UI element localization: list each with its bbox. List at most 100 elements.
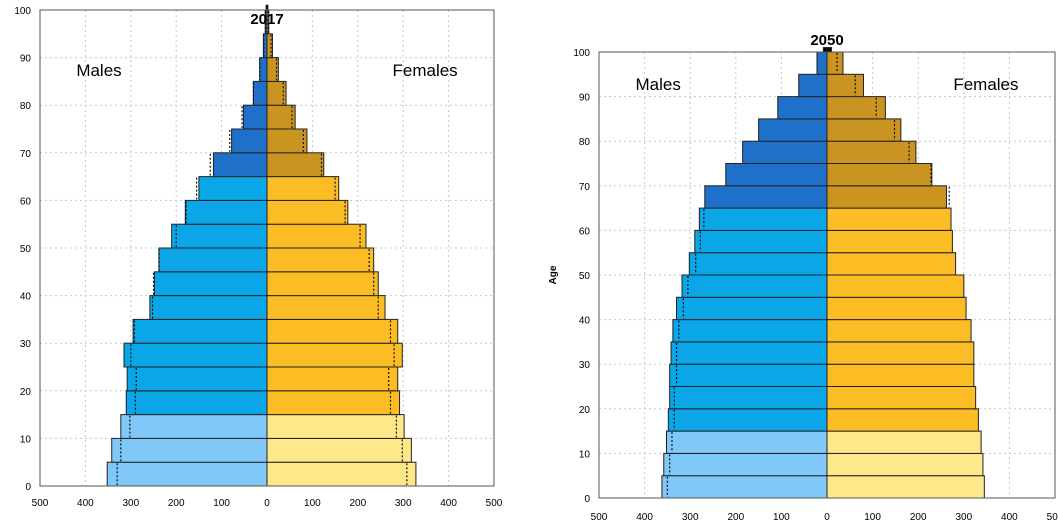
bar-female-age-0 xyxy=(267,462,416,486)
bar-male-age-55 xyxy=(185,200,267,224)
bar-male-age-40 xyxy=(677,297,827,319)
bar-female-age-25 xyxy=(267,343,402,367)
bar-male-age-85 xyxy=(260,58,267,82)
bar-male-age-25 xyxy=(124,343,267,367)
bar-male-age-70 xyxy=(232,129,267,153)
bar-female-age-25 xyxy=(827,364,974,386)
bar-female-age-5 xyxy=(827,453,983,475)
bar-female-age-35 xyxy=(267,296,385,320)
y-tick-label: 80 xyxy=(20,101,32,112)
x-tick-label: 500 xyxy=(32,498,49,509)
y-tick-label: 10 xyxy=(579,449,591,460)
bar-female-age-55 xyxy=(267,200,348,224)
bar-female-age-30 xyxy=(267,319,398,343)
bar-male-age-0 xyxy=(662,476,827,498)
y-tick-label: 30 xyxy=(579,360,591,371)
bar-female-age-35 xyxy=(827,320,971,342)
chart-title: 2017 xyxy=(250,11,283,28)
bar-female-age-10 xyxy=(827,431,981,453)
x-tick-label: 400 xyxy=(1001,512,1018,523)
bar-female-age-0 xyxy=(827,476,984,498)
y-tick-label: 100 xyxy=(14,6,31,17)
x-tick-label: 400 xyxy=(636,512,653,523)
x-tick-label: 300 xyxy=(955,512,972,523)
bar-male-age-35 xyxy=(150,296,267,320)
x-tick-label: 200 xyxy=(727,512,744,523)
x-tick-label: 300 xyxy=(122,498,139,509)
bar-female-age-60 xyxy=(827,208,951,230)
bar-male-age-60 xyxy=(699,208,827,230)
pyramid-chart-2017: 500 400 300 200 100 0 100 200 300 400 500010203040… xyxy=(0,0,530,525)
y-tick-label: 40 xyxy=(20,292,32,303)
y-tick-label: 0 xyxy=(584,494,590,505)
y-tick-label: 80 xyxy=(579,137,591,148)
bar-female-age-5 xyxy=(267,438,411,462)
bar-female-age-55 xyxy=(827,230,952,252)
bar-male-age-5 xyxy=(112,438,267,462)
bar-male-age-30 xyxy=(133,319,267,343)
x-tick-label: 100 xyxy=(773,512,790,523)
bar-male-age-0 xyxy=(107,462,267,486)
bar-female-age-40 xyxy=(267,272,378,296)
x-tick-label: 300 xyxy=(682,512,699,523)
bar-female-age-75 xyxy=(827,141,916,163)
y-tick-label: 20 xyxy=(20,387,32,398)
bar-female-age-40 xyxy=(827,297,966,319)
bar-female-age-65 xyxy=(827,186,946,208)
y-axis-title: Age xyxy=(548,265,559,284)
bar-male-age-10 xyxy=(121,415,267,439)
females-label: Females xyxy=(953,75,1018,94)
y-tick-label: 50 xyxy=(20,244,32,255)
x-tick-label: 200 xyxy=(349,498,366,509)
bar-female-age-45 xyxy=(267,248,374,272)
x-tick-label: 300 xyxy=(395,498,412,509)
bar-male-age-85 xyxy=(778,97,827,119)
bar-female-age-70 xyxy=(267,129,307,153)
bar-male-age-30 xyxy=(671,342,827,364)
x-tick-label: 400 xyxy=(440,498,457,509)
bar-female-age-90 xyxy=(267,34,272,58)
y-tick-label: 40 xyxy=(579,316,591,327)
males-label: Males xyxy=(76,61,121,80)
bar-female-age-80 xyxy=(267,81,286,105)
pyramid-chart-2050: 5004003002001000100200300400500010203040… xyxy=(540,0,1058,525)
bar-male-age-65 xyxy=(213,153,267,177)
bar-male-age-15 xyxy=(668,409,827,431)
bar-female-age-90 xyxy=(827,74,863,96)
bar-male-age-75 xyxy=(743,141,827,163)
bar-female-age-45 xyxy=(827,275,964,297)
y-tick-label: 100 xyxy=(573,48,590,59)
bar-male-age-20 xyxy=(670,387,827,409)
bar-male-age-45 xyxy=(159,248,267,272)
bar-male-age-40 xyxy=(154,272,267,296)
x-tick-labels: 500 400 300 200 100 0 100 200 300 400 500 xyxy=(32,498,503,509)
x-tick-label: 100 xyxy=(864,512,881,523)
bar-male-age-5 xyxy=(664,453,827,475)
bar-male-age-60 xyxy=(199,177,267,201)
y-tick-labels: 0 10 20 30 40 50 60 70 80 90 100 xyxy=(14,6,31,493)
y-tick-label: 0 xyxy=(25,482,31,493)
x-tick-label: 500 xyxy=(486,498,503,509)
bar-male-age-65 xyxy=(705,186,827,208)
bar-male-age-95 xyxy=(817,52,827,74)
y-tick-label: 60 xyxy=(20,196,32,207)
bar-female-age-50 xyxy=(267,224,366,248)
population-pyramid-2017: 500 400 300 200 100 0 100 200 300 400 500 0 10 20 30 40… xyxy=(0,0,530,525)
bar-male-age-80 xyxy=(759,119,827,141)
bar-female-age-80 xyxy=(827,119,901,141)
x-tick-label: 0 xyxy=(264,498,270,509)
y-tick-labels: 0 10 20 30 40 50 60 70 80 90 100 xyxy=(573,48,590,505)
x-tick-label: 200 xyxy=(910,512,927,523)
bar-female-age-75 xyxy=(267,105,295,129)
bar-male-age-35 xyxy=(673,320,827,342)
bar-female-age-85 xyxy=(267,58,278,82)
bar-female-age-10 xyxy=(267,415,404,439)
bar-male-age-45 xyxy=(682,275,827,297)
x-tick-labels: 500 400 300 200 100 0 100 200 300 400 500 xyxy=(591,512,1058,523)
bar-female-age-15 xyxy=(267,391,400,415)
y-tick-label: 10 xyxy=(20,434,32,445)
bar-male-age-25 xyxy=(670,364,827,386)
bar-male-age-80 xyxy=(253,81,267,105)
y-tick-label: 30 xyxy=(20,339,32,350)
bar-female-age-50 xyxy=(827,253,956,275)
